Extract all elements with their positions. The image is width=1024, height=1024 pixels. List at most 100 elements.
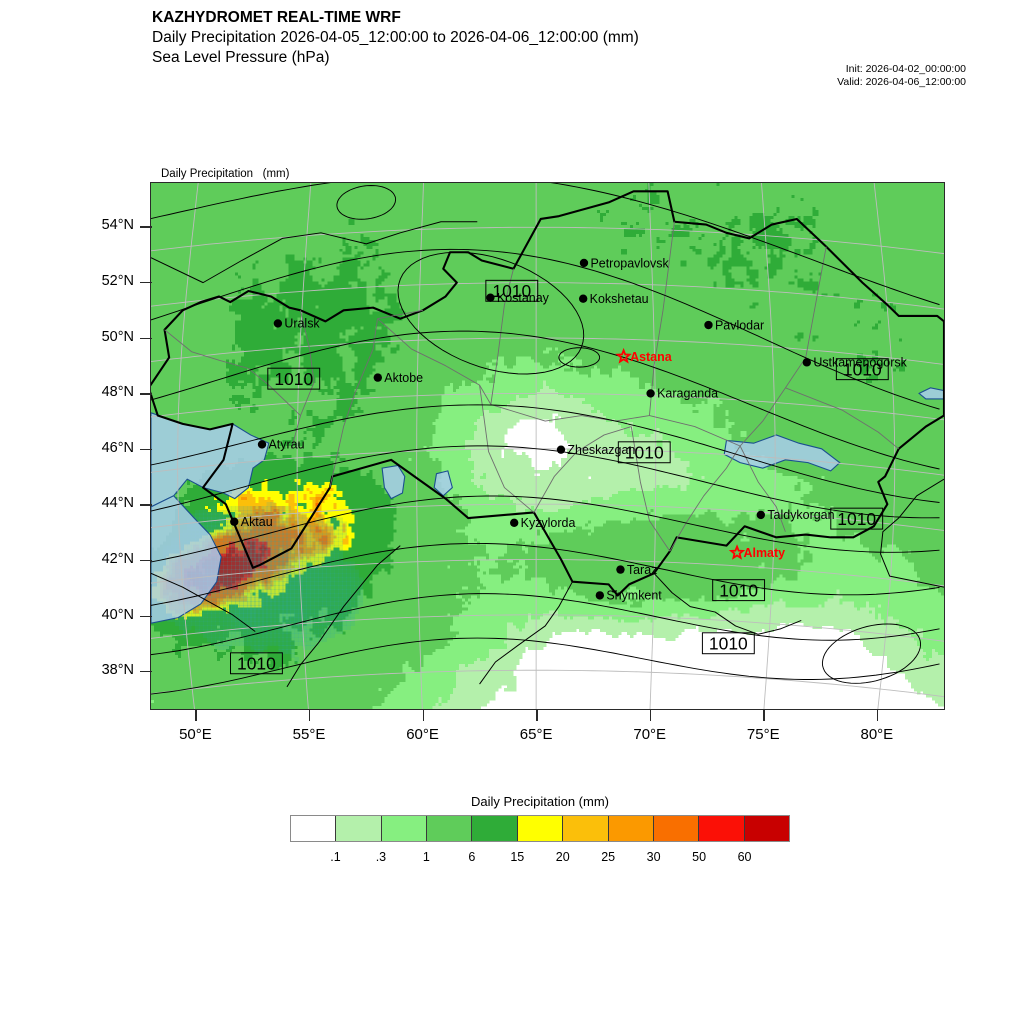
pressure-contour-label: 1010 bbox=[830, 507, 884, 530]
colorbar-cell-7 bbox=[608, 816, 654, 841]
colorbar-cell-10 bbox=[744, 816, 789, 841]
lat-tick-52°N: 52°N bbox=[0, 273, 152, 289]
pressure-contour-label: 1010 bbox=[230, 652, 283, 675]
lon-tick-label: 80°E bbox=[860, 726, 894, 743]
lon-tick-mark bbox=[309, 710, 311, 721]
page-title: KAZHYDROMET REAL-TIME WRF bbox=[152, 9, 401, 26]
colorbar-cell-6 bbox=[563, 816, 609, 841]
colorbar-cell-2 bbox=[381, 816, 428, 841]
product-subtitle: Daily Precipitation 2026-04-05_12:00:00 … bbox=[152, 29, 639, 46]
colorbar-tick-.3: .3 bbox=[375, 850, 387, 864]
colorbar-cell-5 bbox=[517, 816, 564, 841]
city-marker-pavlodar[interactable]: Pavlodar bbox=[704, 318, 764, 332]
city-marker-taldykorgan[interactable]: Taldykorgan bbox=[756, 508, 835, 522]
lat-tick-label: 42°N bbox=[101, 550, 134, 567]
lon-tick-mark bbox=[763, 710, 765, 721]
city-marker-uralsk[interactable]: Uralsk bbox=[273, 317, 321, 331]
lon-tick-mark bbox=[422, 710, 424, 721]
lon-tick-label: 60°E bbox=[406, 726, 439, 743]
lat-tick-label: 50°N bbox=[101, 328, 134, 345]
colorbar-strip bbox=[290, 815, 790, 842]
lat-tick-mark bbox=[140, 226, 152, 228]
city-marker-aktobe[interactable]: Aktobe bbox=[373, 371, 424, 385]
city-label: Aktobe bbox=[384, 371, 423, 385]
pressure-contour-label: 1010 bbox=[617, 441, 671, 464]
init-time-label: Init: 2026-04-02_00:00:00 bbox=[845, 63, 966, 75]
colorbar-cell-8 bbox=[653, 816, 700, 841]
city-marker-almaty[interactable]: Almaty bbox=[728, 544, 786, 560]
city-label: Uralsk bbox=[284, 317, 320, 331]
colorbar-tick-15: 15 bbox=[510, 850, 525, 864]
field-legend-precip: Daily Precipitation (mm) bbox=[161, 168, 290, 180]
pressure-label-value: 1010 bbox=[625, 443, 664, 463]
city-label: Aktau bbox=[241, 515, 273, 529]
lon-tick-label: 70°E bbox=[633, 726, 667, 743]
lat-tick-mark bbox=[140, 337, 152, 339]
city-marker-astana[interactable]: Astana bbox=[615, 347, 672, 364]
city-label: Astana bbox=[630, 350, 672, 364]
lat-tick-44°N: 44°N bbox=[0, 495, 152, 511]
city-marker-taraz[interactable]: Taraz bbox=[616, 563, 657, 577]
city-marker-aktau[interactable]: Aktau bbox=[230, 515, 273, 529]
city-label: Petropavlovsk bbox=[590, 256, 669, 270]
lon-tick-mark bbox=[536, 710, 538, 721]
colorbar-tick-50: 50 bbox=[692, 850, 707, 864]
field-subtitle: Sea Level Pressure (hPa) bbox=[152, 49, 330, 66]
colorbar-tick-30: 30 bbox=[646, 850, 661, 864]
lat-tick-mark bbox=[140, 448, 152, 451]
water-bodies-layer bbox=[151, 387, 944, 624]
colorbar-cell-1 bbox=[336, 816, 382, 841]
colorbar-tick-1: 1 bbox=[422, 850, 430, 864]
lat-tick-46°N: 46°N bbox=[0, 440, 152, 456]
lat-tick-54°N: 54°N bbox=[0, 217, 152, 233]
city-marker-karaganda[interactable]: Karaganda bbox=[646, 387, 718, 401]
lat-tick-label: 46°N bbox=[101, 439, 134, 456]
map-plot-area[interactable]: Petropavlovsk Kostanay Kokshetau Pavlodar Ur… bbox=[150, 182, 945, 710]
lat-tick-mark bbox=[140, 282, 152, 284]
pressure-label-value: 1010 bbox=[274, 369, 313, 389]
lon-tick-mark bbox=[195, 710, 197, 721]
city-marker-kokshetau[interactable]: Kokshetau bbox=[578, 292, 649, 306]
colorbar-tick-60: 60 bbox=[737, 850, 752, 864]
lat-tick-mark bbox=[140, 615, 152, 617]
country-border-layer bbox=[151, 190, 944, 688]
lat-tick-mark bbox=[140, 393, 152, 395]
pressure-contour-label: 1010 bbox=[267, 367, 321, 390]
city-label: Kokshetau bbox=[590, 292, 649, 306]
city-label: Atyrau bbox=[269, 438, 305, 452]
city-marker-atyrau[interactable]: Atyrau bbox=[257, 438, 305, 452]
colorbar-title: Daily Precipitation (mm) bbox=[471, 794, 609, 809]
lat-tick-mark bbox=[140, 504, 152, 506]
city-marker-petropavlovsk[interactable]: Petropavlovsk bbox=[579, 256, 670, 270]
lon-tick-mark bbox=[876, 710, 879, 721]
pressure-contour-label: 1010 bbox=[485, 279, 539, 302]
lat-tick-40°N: 40°N bbox=[0, 607, 152, 623]
pressure-label-layer: 1010 1010 1010 1010 1010 1010 1010 1010 bbox=[230, 279, 889, 675]
pressure-label-value: 1010 bbox=[492, 281, 531, 301]
city-label: Karaganda bbox=[657, 387, 718, 401]
lat-tick-42°N: 42°N bbox=[0, 551, 152, 567]
header-title-block: KAZHYDROMET REAL-TIME WRF Daily Precipit… bbox=[152, 8, 852, 68]
colorbar-cell-3 bbox=[427, 816, 473, 841]
pressure-label-value: 1010 bbox=[709, 634, 748, 654]
lat-tick-label: 38°N bbox=[101, 662, 134, 679]
lat-tick-mark bbox=[140, 559, 152, 562]
city-label: Almaty bbox=[744, 546, 786, 560]
colorbar-tick-20: 20 bbox=[555, 850, 570, 864]
lon-tick-label: 55°E bbox=[292, 726, 326, 743]
pressure-label-value: 1010 bbox=[843, 360, 882, 380]
city-marker-zheskazgan[interactable]: Zheskazgan bbox=[556, 443, 636, 457]
city-marker-shymkent[interactable]: Shymkent bbox=[595, 589, 663, 603]
lat-tick-mark bbox=[140, 671, 152, 673]
colorbar-cell-9 bbox=[699, 816, 745, 841]
pressure-label-value: 1010 bbox=[837, 509, 876, 529]
city-marker-kyzylorda[interactable]: Kyzylorda bbox=[510, 516, 575, 530]
colorbar-block: Daily Precipitation (mm) .1 .3 1 6 15 20 25 30 5… bbox=[290, 794, 790, 872]
model-run-info: Init: 2026-04-02_00:00:00 Valid: 2026-04… bbox=[837, 63, 966, 89]
lat-tick-label: 40°N bbox=[101, 606, 134, 623]
lat-tick-48°N: 48°N bbox=[0, 384, 152, 400]
pressure-contour-label: 1010 bbox=[712, 579, 766, 602]
lat-tick-label: 52°N bbox=[101, 273, 134, 290]
city-label: Kyzylorda bbox=[521, 516, 576, 530]
